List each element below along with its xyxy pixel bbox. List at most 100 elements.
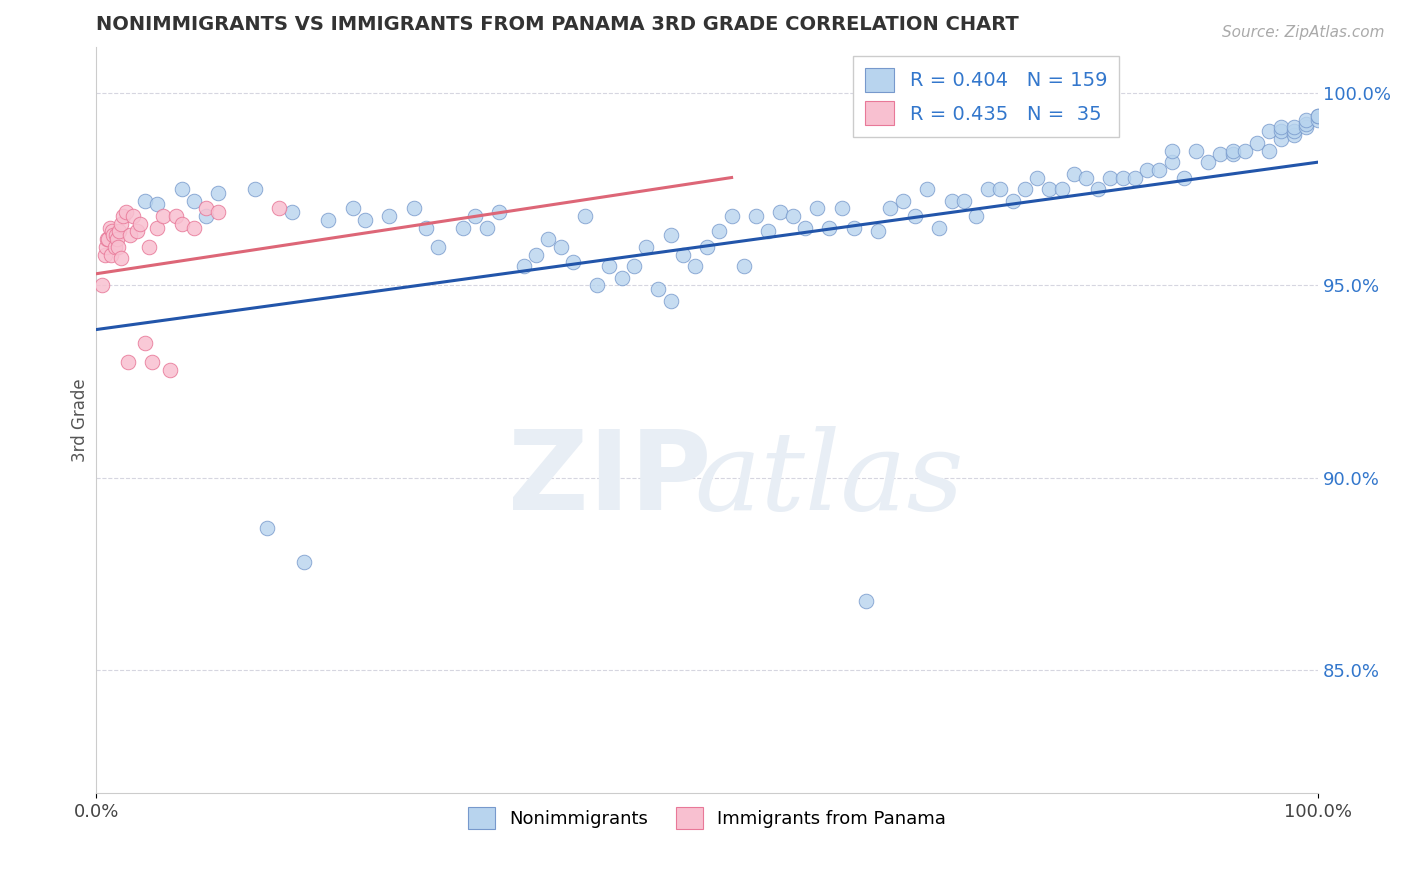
Point bbox=[891, 194, 914, 208]
Point bbox=[141, 355, 163, 369]
Point bbox=[269, 202, 291, 216]
Text: Source: ZipAtlas.com: Source: ZipAtlas.com bbox=[1222, 25, 1385, 40]
Point bbox=[915, 182, 938, 196]
Point bbox=[1136, 162, 1159, 177]
Point bbox=[1001, 194, 1024, 208]
Point bbox=[1222, 144, 1244, 158]
Point bbox=[1233, 144, 1256, 158]
Point bbox=[117, 355, 139, 369]
Point bbox=[842, 220, 865, 235]
Point bbox=[720, 209, 742, 223]
Point bbox=[100, 247, 122, 261]
Point bbox=[103, 240, 125, 254]
Point bbox=[134, 336, 156, 351]
Point bbox=[1270, 124, 1292, 138]
Point bbox=[1099, 170, 1122, 185]
Point bbox=[94, 240, 117, 254]
Point bbox=[1050, 182, 1073, 196]
Point bbox=[1087, 182, 1109, 196]
Point bbox=[647, 282, 669, 296]
Point bbox=[952, 194, 974, 208]
Point bbox=[1209, 147, 1232, 161]
Point bbox=[91, 278, 114, 293]
Point bbox=[159, 363, 181, 377]
Point bbox=[868, 224, 890, 238]
Point bbox=[1074, 170, 1097, 185]
Point bbox=[1270, 120, 1292, 135]
Point bbox=[1197, 155, 1219, 169]
Point bbox=[165, 209, 187, 223]
Point bbox=[1038, 182, 1060, 196]
Point bbox=[110, 252, 132, 266]
Point bbox=[183, 194, 205, 208]
Point bbox=[105, 232, 128, 246]
Point bbox=[733, 259, 755, 273]
Point bbox=[451, 220, 474, 235]
Point bbox=[207, 205, 229, 219]
Point bbox=[134, 194, 156, 208]
Point bbox=[806, 202, 828, 216]
Point bbox=[1270, 132, 1292, 146]
Text: NONIMMIGRANTS VS IMMIGRANTS FROM PANAMA 3RD GRADE CORRELATION CHART: NONIMMIGRANTS VS IMMIGRANTS FROM PANAMA … bbox=[96, 15, 1019, 34]
Point bbox=[477, 220, 499, 235]
Point bbox=[793, 220, 815, 235]
Point bbox=[207, 186, 229, 200]
Point bbox=[561, 255, 583, 269]
Point bbox=[98, 220, 121, 235]
Point bbox=[103, 228, 125, 243]
Point bbox=[110, 217, 132, 231]
Point bbox=[1308, 109, 1330, 123]
Point bbox=[683, 259, 706, 273]
Point bbox=[1026, 170, 1049, 185]
Point bbox=[96, 232, 118, 246]
Point bbox=[112, 209, 135, 223]
Point bbox=[1258, 124, 1281, 138]
Point bbox=[1160, 144, 1182, 158]
Point bbox=[464, 209, 486, 223]
Point bbox=[97, 232, 120, 246]
Point bbox=[610, 270, 633, 285]
Point bbox=[965, 209, 987, 223]
Point bbox=[550, 240, 572, 254]
Point bbox=[745, 209, 768, 223]
Point bbox=[598, 259, 620, 273]
Point bbox=[101, 224, 124, 238]
Point bbox=[1185, 144, 1208, 158]
Point bbox=[120, 228, 142, 243]
Point bbox=[769, 205, 792, 219]
Point bbox=[1063, 167, 1085, 181]
Point bbox=[623, 259, 645, 273]
Point bbox=[879, 202, 901, 216]
Point bbox=[1014, 182, 1036, 196]
Point bbox=[659, 228, 682, 243]
Point bbox=[114, 205, 136, 219]
Point bbox=[243, 182, 266, 196]
Point bbox=[93, 247, 115, 261]
Point bbox=[855, 594, 877, 608]
Point bbox=[659, 293, 682, 308]
Point bbox=[170, 217, 193, 231]
Point bbox=[1160, 155, 1182, 169]
Point bbox=[696, 240, 718, 254]
Point bbox=[537, 232, 560, 246]
Point bbox=[125, 224, 148, 238]
Point bbox=[636, 240, 658, 254]
Point bbox=[1222, 147, 1244, 161]
Y-axis label: 3rd Grade: 3rd Grade bbox=[72, 378, 89, 462]
Point bbox=[1173, 170, 1195, 185]
Point bbox=[1282, 120, 1305, 135]
Point bbox=[318, 212, 340, 227]
Point bbox=[292, 556, 315, 570]
Point bbox=[904, 209, 927, 223]
Point bbox=[1295, 120, 1317, 135]
Point bbox=[280, 205, 302, 219]
Point bbox=[941, 194, 963, 208]
Point bbox=[782, 209, 804, 223]
Legend: Nonimmigrants, Immigrants from Panama: Nonimmigrants, Immigrants from Panama bbox=[461, 800, 953, 837]
Point bbox=[146, 220, 169, 235]
Point bbox=[1149, 162, 1171, 177]
Point bbox=[672, 247, 695, 261]
Point bbox=[990, 182, 1012, 196]
Point bbox=[928, 220, 950, 235]
Point bbox=[1282, 128, 1305, 143]
